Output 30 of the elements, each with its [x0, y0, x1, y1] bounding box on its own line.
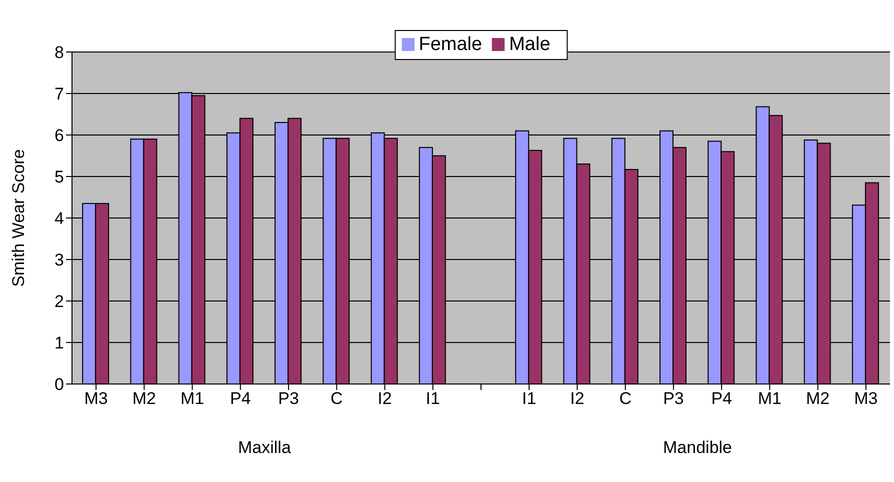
x-tick-label: M3	[84, 389, 108, 408]
x-tick-label: M1	[180, 389, 204, 408]
y-tick-label: 4	[54, 209, 64, 228]
x-tick-label: I1	[522, 389, 536, 408]
text: Mandible	[663, 438, 732, 458]
x-tick-label: M2	[806, 389, 830, 408]
x-tick-label: I2	[570, 389, 584, 408]
x-tick-label: M2	[132, 389, 156, 408]
x-tick-label: C	[330, 389, 343, 408]
y-axis-title: Smith Wear Score	[9, 149, 28, 287]
y-tick-label: 2	[54, 292, 64, 312]
y-tick-label: 8	[54, 43, 64, 62]
x-tick-label: I1	[426, 389, 440, 408]
x-tick-label: I2	[378, 389, 392, 408]
x-tick-label: P4	[230, 389, 251, 408]
text: Maxilla	[238, 438, 291, 458]
x-tick-label: C	[619, 389, 632, 408]
x-tick-label: M1	[758, 389, 782, 408]
y-tick-label: 3	[54, 250, 64, 270]
x-tick-label: P4	[711, 389, 732, 408]
y-tick-label: 7	[54, 84, 64, 104]
x-tick-label: P3	[663, 389, 684, 408]
y-tick-label: 5	[54, 168, 64, 187]
legend-label: Male	[509, 34, 550, 55]
y-tick-label: 6	[54, 126, 64, 146]
x-tick-label: M3	[854, 389, 878, 408]
y-tick-label: 0	[54, 375, 64, 394]
legend-label: Female	[418, 34, 482, 55]
y-tick-label: 1	[54, 334, 64, 353]
x-tick-label: P3	[278, 389, 299, 408]
